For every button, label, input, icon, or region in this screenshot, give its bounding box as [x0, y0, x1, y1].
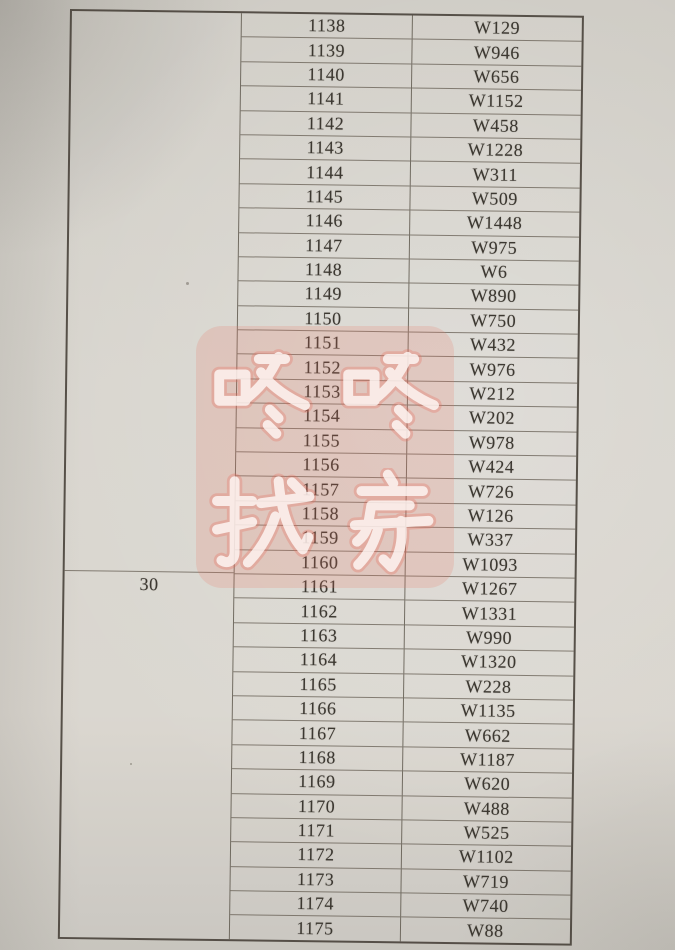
serial-cell: 1144 — [240, 159, 410, 187]
group-label: 30 — [139, 574, 159, 595]
code-cell: W337 — [405, 527, 576, 555]
group-cell: 30 — [60, 571, 234, 939]
code-cell: W88 — [466, 919, 504, 941]
code-cell: W719 — [401, 869, 571, 896]
serial-cell: 1174 — [230, 891, 401, 918]
code-cell: W126 — [405, 503, 576, 530]
serial-cell: 1154 — [236, 403, 407, 431]
code-cell: W1102 — [401, 844, 572, 872]
serial-cell: 1160 — [234, 549, 405, 577]
serial-cell: 1162 — [234, 598, 404, 626]
paper-speck — [186, 282, 189, 285]
serial-cell: 1141 — [241, 86, 411, 114]
serial-cell: 1149 — [238, 281, 409, 309]
code-cell: W976 — [407, 356, 578, 384]
code-cell: W740 — [400, 893, 571, 921]
serial-cell: 1138 — [241, 13, 412, 40]
code-cell: W1135 — [403, 698, 573, 725]
serial-cell: 1142 — [240, 110, 411, 138]
code-cell: W129 — [412, 15, 582, 43]
serial-cell: 1151 — [237, 330, 408, 357]
code-cell: W1228 — [410, 137, 581, 165]
serial-cell: 1165 — [233, 671, 403, 699]
code-cell: W726 — [406, 478, 576, 506]
paper-speck — [130, 763, 132, 765]
serial-cell: 1175 — [296, 917, 334, 939]
code-cell: W525 — [401, 820, 572, 847]
code-cell: W975 — [409, 234, 580, 262]
code-cell: W1093 — [405, 552, 575, 579]
code-cell: W656 — [411, 64, 582, 91]
serial-cell: 1159 — [235, 525, 405, 553]
code-cell: W1331 — [404, 600, 575, 628]
serial-cell: 1146 — [239, 208, 410, 235]
code-cell: W890 — [408, 283, 579, 311]
serial-cell: 1157 — [235, 476, 406, 504]
serial-cell: 1152 — [237, 354, 408, 382]
code-cell: W990 — [404, 625, 574, 652]
serial-cell: 1163 — [233, 622, 404, 650]
serial-cell: 1166 — [233, 696, 403, 723]
serial-cell: 1172 — [231, 842, 401, 870]
code-cell: W1448 — [409, 210, 580, 238]
serial-cell: 1139 — [241, 37, 412, 65]
roster-table: 30 1138 1139 1140 1141 1142 1143 1144 1145 1146 1… — [57, 9, 584, 946]
serial-cell: 1140 — [241, 62, 411, 89]
serial-cell: 1150 — [238, 305, 408, 333]
serial-cell: 1156 — [236, 452, 406, 479]
code-cell: W458 — [411, 113, 581, 140]
code-cell: W212 — [407, 381, 578, 408]
serial-cell: 1171 — [231, 818, 402, 845]
serial-cell: 1147 — [239, 232, 409, 260]
code-cell: W1152 — [411, 88, 581, 116]
code-cell: W1320 — [403, 649, 574, 677]
serial-cell: 1155 — [236, 427, 407, 455]
code-cell: W311 — [410, 161, 580, 189]
serial-column: 1138 1139 1140 1141 1142 1143 1144 1145 1146 1147… — [229, 13, 412, 942]
serial-cell: 1158 — [235, 501, 406, 528]
serial-cell: 1170 — [231, 793, 402, 821]
serial-cell: 1161 — [234, 574, 405, 601]
serial-cell: 1169 — [232, 769, 402, 796]
code-cell: W1267 — [404, 576, 575, 604]
serial-cell: 1143 — [240, 135, 411, 162]
code-cell: W202 — [407, 405, 577, 433]
code-cell: W750 — [408, 308, 579, 335]
code-column: W129 W946 W656 W1152 W458 W1228 W311 W509 W1448 W… — [399, 15, 582, 944]
code-cell: W662 — [403, 722, 573, 750]
serial-cell: 1168 — [232, 744, 403, 772]
serial-cell: 1145 — [239, 183, 410, 211]
serial-cell: 1153 — [237, 379, 407, 406]
serial-cell: 1173 — [230, 866, 401, 894]
group-column: 30 — [60, 11, 242, 939]
serial-cell: 1167 — [232, 720, 403, 748]
code-cell: W509 — [410, 186, 580, 213]
code-cell: W6 — [409, 259, 579, 286]
serial-cell: 1164 — [233, 647, 404, 674]
code-cell: W424 — [406, 454, 577, 482]
code-cell: W1187 — [402, 747, 573, 774]
serial-cell: 1148 — [238, 257, 409, 284]
code-cell: W620 — [402, 771, 573, 799]
code-cell: W432 — [408, 332, 578, 360]
code-cell: W946 — [411, 39, 582, 67]
group-cell-empty — [64, 11, 242, 574]
code-cell: W488 — [402, 795, 572, 823]
code-cell: W978 — [406, 430, 577, 457]
code-cell: W228 — [403, 673, 574, 701]
